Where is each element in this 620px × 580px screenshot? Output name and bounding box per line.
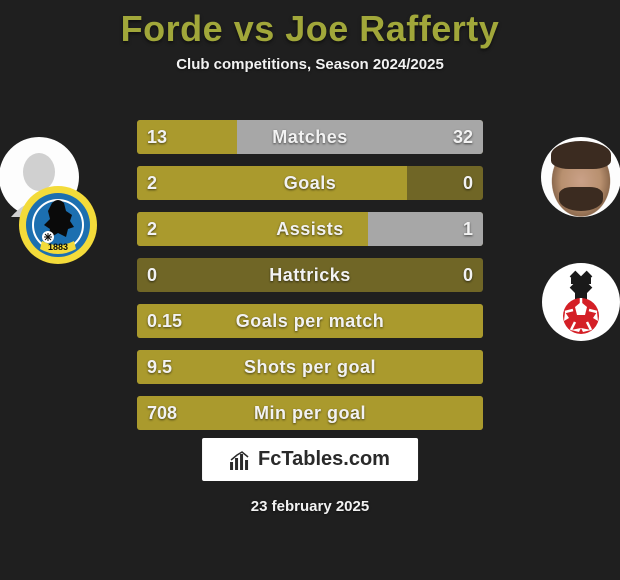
watermark: FcTables.com [202,438,418,481]
stat-row: Min per goal708 [137,396,483,430]
bristol-rovers-badge-icon: 1883 [18,185,98,265]
stat-row: Hattricks0 0 [137,258,483,292]
player2-face-icon [541,137,620,217]
stat-value-right: 1 [453,212,483,246]
stat-label: Min per goal [137,396,483,430]
stat-row: Shots per goal9.5 [137,350,483,384]
subtitle: Club competitions, Season 2024/2025 [0,56,620,73]
stat-row: Matches13 32 [137,120,483,154]
stat-value-left: 2 [137,212,167,246]
player2-name: Joe Rafferty [285,8,499,49]
stat-label: Shots per goal [137,350,483,384]
vs-text: vs [223,8,285,49]
stat-label: Goals [137,166,483,200]
stat-value-left: 9.5 [137,350,182,384]
stat-row: Goals per match0.15 [137,304,483,338]
stat-label: Matches [137,120,483,154]
club-year: 1883 [48,242,68,252]
stat-row: Assists2 1 [137,212,483,246]
date-text: 23 february 2025 [0,498,620,515]
watermark-text: FcTables.com [258,448,390,471]
stat-value-left: 0 [137,258,167,292]
stat-label: Hattricks [137,258,483,292]
stat-value-right: 0 [453,166,483,200]
player2-club-badge [541,262,620,342]
stat-value-right: 0 [453,258,483,292]
stat-bars: Matches1332Goals20Assists21Hattricks00Go… [137,120,483,442]
stat-value-left: 2 [137,166,167,200]
stat-value-left: 708 [137,396,187,430]
stat-value-left: 0.15 [137,304,192,338]
stat-value-right: 32 [443,120,483,154]
stat-row: Goals2 0 [137,166,483,200]
player2-avatar [541,137,620,217]
stat-label: Assists [137,212,483,246]
stat-value-left: 13 [137,120,177,154]
content: Forde vs Joe Rafferty Club competitions,… [0,0,620,73]
rotherham-badge-icon [541,262,620,342]
player1-club-badge: 1883 [18,185,98,265]
comparison-title: Forde vs Joe Rafferty [0,0,620,50]
chart-icon [230,450,252,470]
player1-name: Forde [121,8,224,49]
